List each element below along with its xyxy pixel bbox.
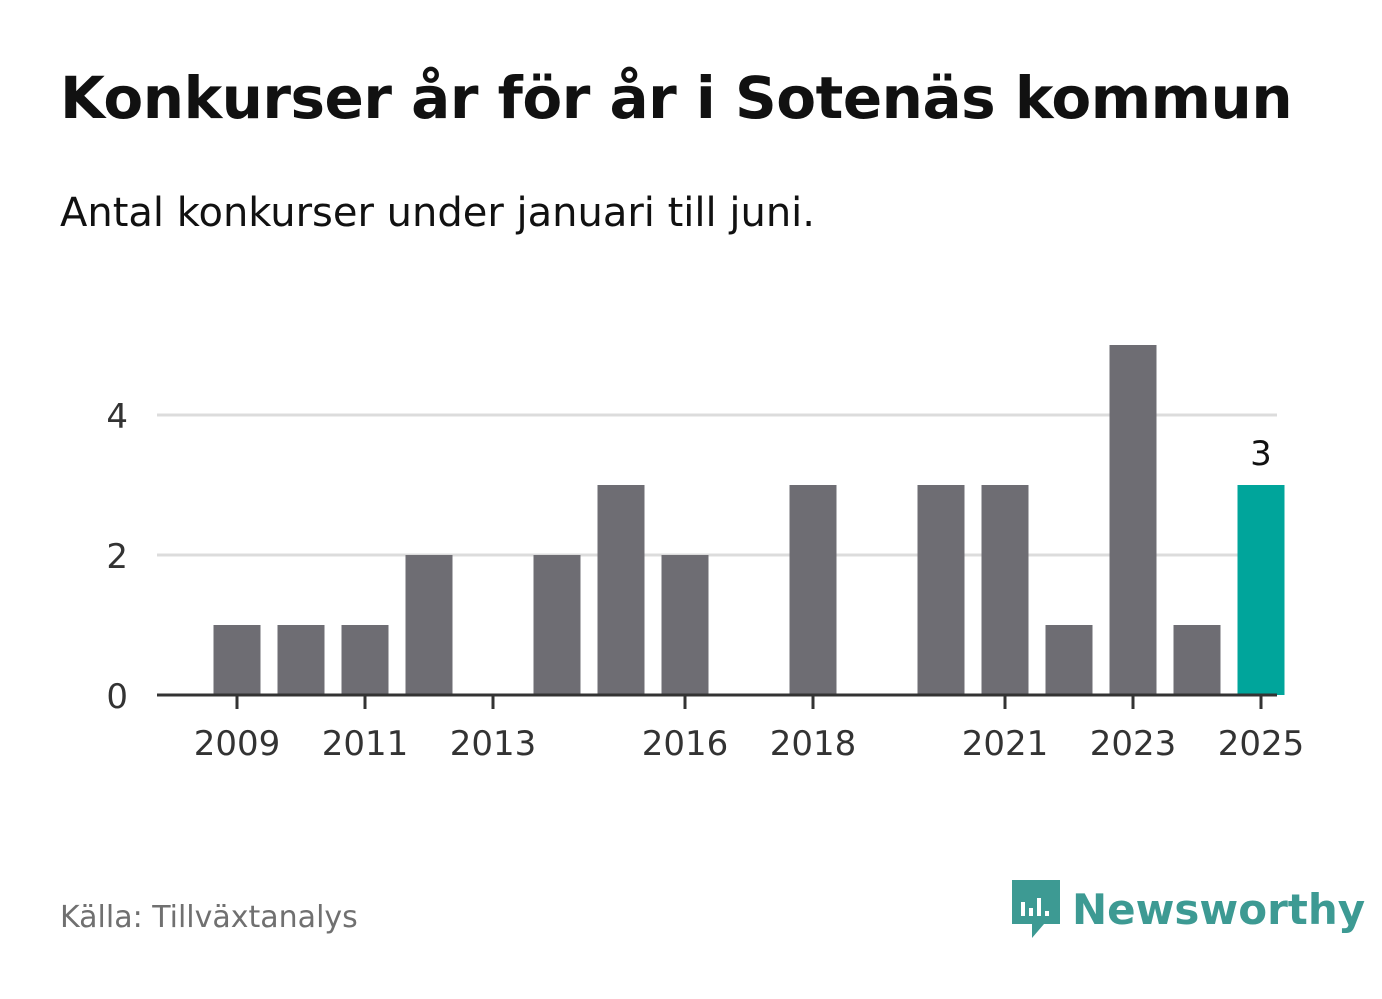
bar-2016	[661, 555, 709, 695]
y-tick-label: 4	[106, 397, 128, 437]
brand-logo: Newsworthy	[1010, 878, 1365, 940]
bar-2023	[1109, 345, 1157, 695]
x-tick-label: 2013	[450, 724, 537, 764]
x-tick-label: 2011	[322, 724, 409, 764]
newsworthy-logo-icon	[1012, 880, 1060, 938]
bar-2009	[213, 625, 261, 695]
bar-2025	[1237, 485, 1285, 695]
chart-title: Konkurser år för år i Sotenäs kommun	[60, 64, 1293, 132]
x-tick-label: 2021	[962, 724, 1049, 764]
y-tick-label: 0	[106, 677, 128, 717]
brand-name: Newsworthy	[1072, 884, 1366, 934]
data-label: 3	[1250, 434, 1272, 474]
y-tick-label: 2	[106, 537, 128, 577]
chart-subtitle: Antal konkurser under januari till juni.	[60, 190, 815, 236]
bar-2015	[597, 485, 645, 695]
bar-2011	[341, 625, 389, 695]
bar-2021	[981, 485, 1029, 695]
x-tick-label: 2016	[642, 724, 729, 764]
x-tick-label: 2025	[1218, 724, 1305, 764]
bar-2022	[1045, 625, 1093, 695]
bar-2018	[789, 485, 837, 695]
source-label: Källa: Tillväxtanalys	[60, 900, 358, 935]
bar-2024	[1173, 625, 1221, 695]
bar-2012	[405, 555, 453, 695]
bar-2020	[917, 485, 965, 695]
x-tick-label: 2009	[194, 724, 281, 764]
bar-2010	[277, 625, 325, 695]
x-tick-label: 2023	[1090, 724, 1177, 764]
x-tick-label: 2018	[770, 724, 857, 764]
bar-2014	[533, 555, 581, 695]
